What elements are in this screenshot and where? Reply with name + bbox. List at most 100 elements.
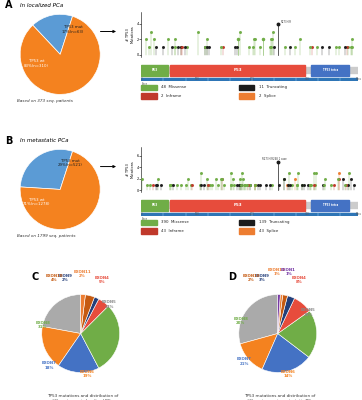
Text: Mres: Mres [355, 212, 361, 216]
Text: R273H,R248 1 case: R273H,R248 1 case [262, 157, 286, 161]
Text: 100: 100 [194, 77, 199, 81]
Wedge shape [278, 295, 283, 334]
Text: TP53 mut
17%(n=63): TP53 mut 17%(n=63) [62, 25, 84, 34]
Bar [142, 67, 358, 73]
Text: P53: P53 [233, 204, 242, 208]
Wedge shape [33, 14, 72, 54]
Y-axis label: # TP53
Mutations: # TP53 Mutations [126, 160, 134, 178]
Bar [239, 85, 254, 90]
Wedge shape [262, 334, 309, 372]
Bar [142, 78, 358, 81]
Wedge shape [278, 294, 280, 334]
Wedge shape [81, 306, 120, 368]
Wedge shape [81, 294, 85, 334]
Wedge shape [20, 151, 100, 230]
Text: EXON9
3%: EXON9 3% [254, 274, 269, 282]
Text: Exon: Exon [142, 82, 148, 86]
Bar [311, 200, 349, 211]
Text: 300: 300 [305, 212, 310, 216]
Bar [142, 202, 358, 208]
Bar [239, 93, 254, 99]
Text: 0: 0 [141, 77, 142, 81]
Wedge shape [278, 311, 317, 357]
Wedge shape [278, 295, 287, 334]
Bar [311, 64, 349, 76]
Wedge shape [278, 296, 295, 334]
Text: P63: P63 [152, 204, 158, 208]
Text: 200: 200 [249, 212, 254, 216]
Text: 0: 0 [141, 212, 142, 216]
Text: Exon: Exon [142, 217, 148, 221]
Wedge shape [239, 294, 278, 344]
Bar [142, 64, 168, 76]
Wedge shape [20, 16, 100, 94]
Bar [142, 93, 157, 99]
Bar [239, 228, 254, 234]
Text: R273H,R: R273H,R [281, 20, 292, 24]
Text: Mres: Mres [355, 77, 361, 81]
Text: D: D [228, 272, 236, 282]
Text: TP53 mut
29%(n=521): TP53 mut 29%(n=521) [58, 158, 83, 168]
Text: EXON10
2%: EXON10 2% [243, 274, 260, 282]
Bar [170, 200, 306, 211]
Text: EXON7
18%: EXON7 18% [41, 361, 56, 370]
Bar [170, 64, 306, 76]
Y-axis label: # TP53
Mutations: # TP53 Mutations [126, 25, 134, 43]
Wedge shape [59, 334, 99, 372]
Wedge shape [240, 334, 278, 369]
Text: TP53 tetra: TP53 tetra [323, 204, 338, 208]
Text: TP53 tetra: TP53 tetra [323, 68, 338, 72]
Bar [239, 220, 254, 225]
Text: EXON7
21%: EXON7 21% [237, 357, 252, 366]
Text: 300: 300 [305, 77, 310, 81]
Text: EXON11
1%: EXON11 1% [268, 268, 286, 276]
Text: 43  Splice: 43 Splice [258, 229, 278, 233]
Text: 2  Splice: 2 Splice [258, 94, 275, 98]
Text: EXON5
29%: EXON5 29% [300, 308, 315, 317]
Bar [142, 213, 358, 216]
Text: In metastatic PCa: In metastatic PCa [20, 138, 68, 143]
Text: EXON6
19%: EXON6 19% [79, 370, 94, 378]
Text: 11  Truncating: 11 Truncating [258, 86, 287, 90]
Text: P63: P63 [152, 68, 158, 72]
Wedge shape [278, 298, 310, 334]
Text: 2  Inframe: 2 Inframe [161, 94, 181, 98]
Wedge shape [81, 299, 108, 334]
Wedge shape [81, 295, 94, 334]
Bar [142, 228, 157, 234]
Bar [142, 200, 168, 211]
Text: EXON9
2%: EXON9 2% [57, 274, 72, 282]
Text: Based on 1799 seq. patients: Based on 1799 seq. patients [17, 234, 76, 238]
Text: A: A [5, 0, 13, 10]
Text: TP53 wt
83%(n=310): TP53 wt 83%(n=310) [24, 59, 49, 68]
Text: 100: 100 [194, 212, 199, 216]
Text: EXON6
14%: EXON6 14% [281, 370, 296, 378]
Text: 43  Inframe: 43 Inframe [161, 229, 184, 233]
Text: EXON11
2%: EXON11 2% [73, 270, 91, 278]
Text: B: B [5, 136, 13, 146]
Wedge shape [42, 326, 81, 366]
Text: TP53 wt
71%(n=1278): TP53 wt 71%(n=1278) [23, 198, 50, 206]
Text: Based on 373 seq. patients: Based on 373 seq. patients [17, 99, 73, 103]
Wedge shape [81, 297, 99, 334]
Text: EXON8
20%: EXON8 20% [233, 316, 248, 325]
Text: EXON4
5%: EXON4 5% [94, 276, 109, 284]
Text: TP53 mutations and distribution of
different exon in localized PCa: TP53 mutations and distribution of diffe… [47, 394, 118, 400]
Text: 139  Truncating: 139 Truncating [258, 220, 289, 224]
Text: EXON4
8%: EXON4 8% [292, 276, 306, 284]
Bar [142, 85, 157, 90]
Wedge shape [20, 149, 72, 190]
Text: TP53 mutations and distribution of
different exon  in metastatic PCa: TP53 mutations and distribution of diffe… [244, 394, 315, 400]
Text: 200: 200 [249, 77, 254, 81]
Text: C: C [31, 272, 38, 282]
Text: 390  Missense: 390 Missense [161, 220, 189, 224]
Text: P53: P53 [233, 68, 242, 72]
Text: In localized PCa: In localized PCa [20, 3, 63, 8]
Text: EXON10
4%: EXON10 4% [45, 274, 63, 282]
Text: EXON8
31%: EXON8 31% [35, 321, 50, 329]
Text: EXON1
1%: EXON1 1% [281, 268, 296, 276]
Text: 48  Missense: 48 Missense [161, 86, 186, 90]
Text: EXON5
23%: EXON5 23% [102, 300, 117, 309]
Bar [142, 220, 157, 225]
Wedge shape [42, 294, 81, 334]
